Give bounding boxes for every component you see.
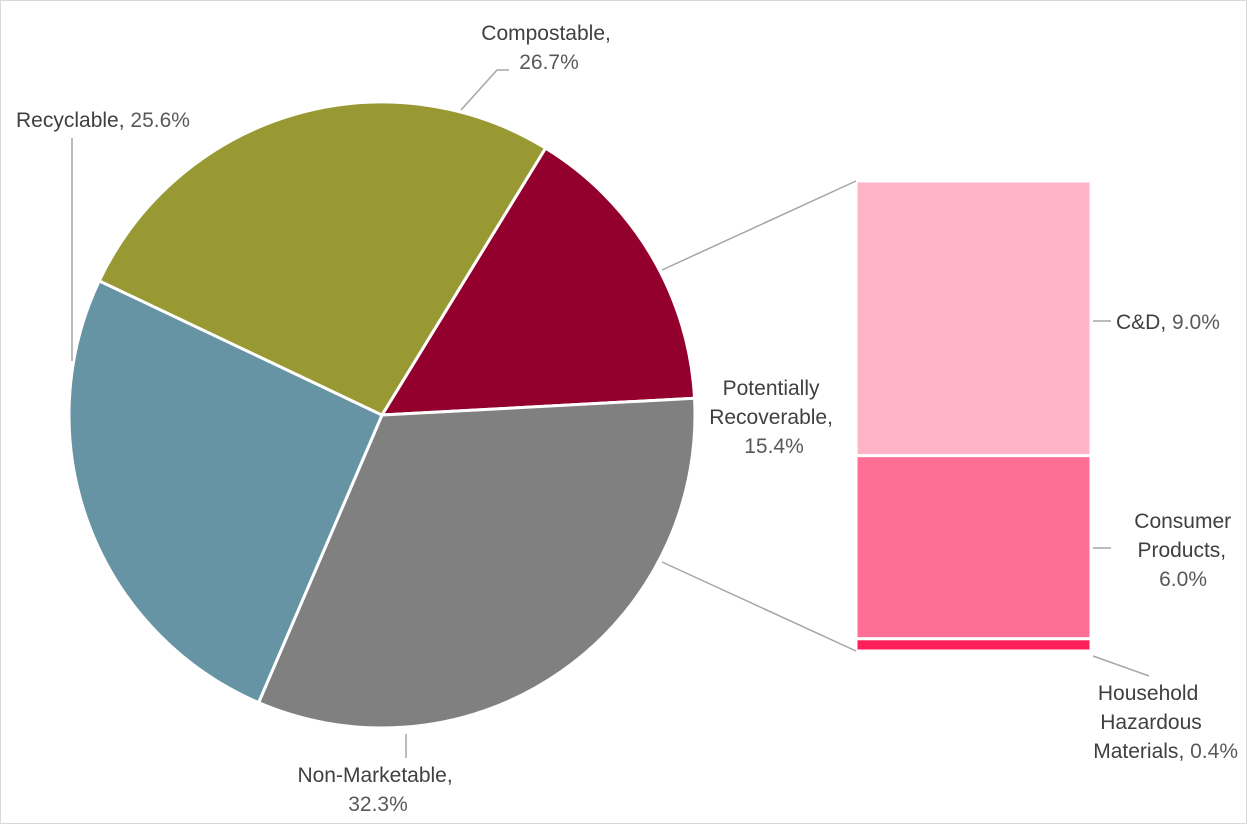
leader-household-hazardous (1092, 655, 1150, 677)
bar-segment-consumer-products (854, 454, 1093, 641)
label-household-hazardous-sep: , (1178, 740, 1184, 763)
label-recyclable: Recyclable, 25.6% (16, 109, 190, 132)
label-non-marketable-category: Non-Marketable, (297, 764, 452, 787)
pie-slice-compostable (97, 100, 548, 417)
label-compostable-value: 26.7% (519, 51, 579, 74)
label-recyclable-value: 25.6% (130, 109, 190, 132)
connector-bottom (661, 561, 857, 652)
label-potentially-recoverable-line2: Recoverable, (709, 406, 833, 429)
pie-slice-recyclable (67, 279, 384, 705)
label-recyclable-category: Recyclable (16, 109, 119, 132)
label-consumer-products-line1: Consumer (1134, 510, 1231, 533)
label-household-hazardous-line2: Hazardous (1100, 711, 1202, 734)
label-cd-value: 9.0% (1172, 311, 1220, 334)
label-household-hazardous-last: Materials, 0.4% (1093, 740, 1238, 763)
label-recyclable-sep: , (119, 109, 125, 132)
label-compostable-category: Compostable, (481, 22, 611, 45)
label-cd: C&D, 9.0% (1116, 311, 1220, 334)
label-consumer-products: Consumer Products, 6.0% (1134, 510, 1237, 591)
label-cd-category: C&D (1116, 311, 1160, 334)
label-cd-sep: , (1160, 311, 1166, 334)
label-consumer-products-line2: Products, (1137, 539, 1226, 562)
label-non-marketable-value: 32.3% (348, 793, 408, 816)
label-compostable: Compostable, 26.7% (481, 22, 616, 74)
bar-segment-c-d (854, 179, 1093, 458)
label-household-hazardous-value: 0.4% (1190, 740, 1238, 763)
label-household-hazardous-line1: Household (1098, 682, 1198, 705)
connector-top (661, 180, 857, 271)
stacked-bar (854, 179, 1093, 653)
pie-slice-potentially-recoverable (380, 146, 697, 417)
label-potentially-recoverable: Potentially Recoverable, 15.4% (709, 377, 839, 458)
bar-segment-household-hazardous-materials (854, 637, 1093, 653)
label-potentially-recoverable-line1: Potentially (723, 377, 820, 400)
label-household-hazardous: Household Hazardous (1098, 682, 1204, 734)
leader-compostable (460, 69, 509, 111)
label-household-hazardous-line3: Materials (1093, 740, 1178, 763)
label-non-marketable: Non-Marketable, 32.3% (297, 764, 458, 816)
label-potentially-recoverable-value: 15.4% (744, 435, 804, 458)
pie-slice-non-marketable (257, 396, 697, 730)
pie (67, 100, 697, 730)
leader-lines (71, 69, 1150, 758)
label-consumer-products-value: 6.0% (1159, 568, 1207, 591)
